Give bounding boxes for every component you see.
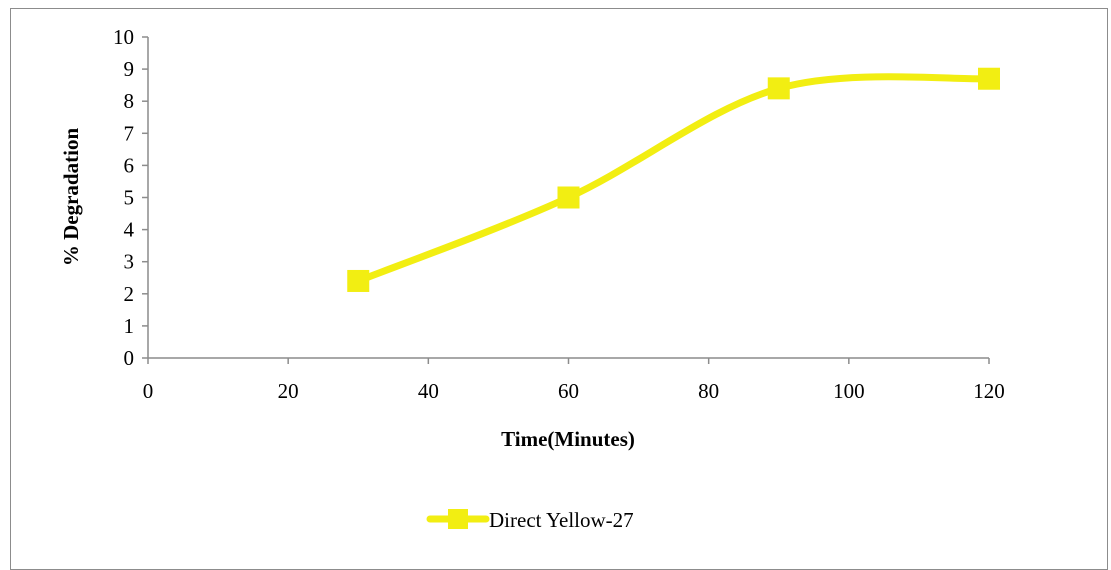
legend-marker: [448, 509, 468, 529]
y-tick-label: 0: [124, 346, 135, 370]
data-point: [767, 77, 790, 100]
y-tick-label: 8: [124, 89, 135, 113]
x-tick-label: 40: [418, 379, 439, 403]
x-tick-label: 20: [278, 379, 299, 403]
legend: Direct Yellow-27: [426, 508, 634, 532]
x-tick-label: 80: [698, 379, 719, 403]
x-tick-label: 0: [143, 379, 154, 403]
legend-label: Direct Yellow-27: [489, 508, 634, 532]
y-tick-label: 2: [124, 282, 135, 306]
x-tick-label: 100: [833, 379, 865, 403]
y-tick-label: 4: [124, 218, 135, 242]
y-tick-label: 6: [124, 153, 135, 177]
x-axis-title: Time(Minutes): [501, 427, 635, 451]
y-tick-label: 7: [124, 121, 135, 145]
y-tick-label: 10: [113, 25, 134, 49]
data-point: [347, 269, 370, 292]
data-point: [978, 67, 1000, 90]
x-tick-label: 60: [558, 379, 579, 403]
series-layer: [347, 67, 1000, 292]
data-point: [557, 186, 580, 209]
y-tick-label: 3: [124, 250, 135, 274]
series-line: [354, 73, 993, 285]
y-axis-title: % Degradation: [59, 128, 83, 267]
y-tick-label: 5: [124, 186, 135, 210]
chart-frame: [10, 8, 1108, 570]
y-tick-label: 9: [124, 57, 135, 81]
x-tick-label: 120: [973, 379, 1005, 403]
y-tick-label: 1: [124, 314, 135, 338]
